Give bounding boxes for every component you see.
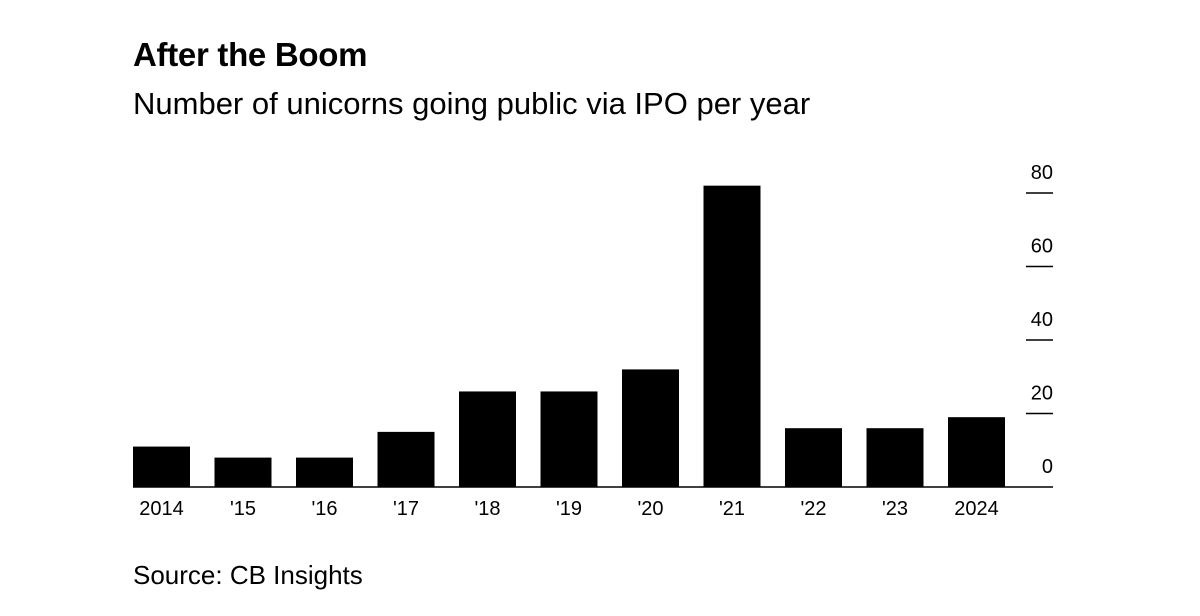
x-tick-label: '17 [393,498,419,520]
bar-4 [459,391,516,487]
x-tick-label: '15 [230,498,256,520]
bar-7 [703,185,761,487]
x-tick-label: 2024 [954,498,999,520]
chart-title: After the Boom [133,36,368,73]
y-tick-label: 0 [1042,456,1053,478]
x-tick-label: '19 [556,498,582,520]
x-tick-label: '20 [637,498,663,520]
bar-9 [866,428,924,487]
x-tick-label: '16 [311,498,337,520]
bar-10 [948,417,1005,487]
y-tick-label: 40 [1031,309,1053,331]
chart-subtitle: Number of unicorns going public via IPO … [133,86,811,121]
bar-6 [622,369,679,487]
bar-8 [785,428,842,487]
y-tick-label: 80 [1031,162,1053,184]
source-note: Source: CB Insights [133,560,363,590]
x-tick-label: '18 [474,498,500,520]
y-tick-label: 60 [1031,236,1053,258]
bar-2 [296,457,353,487]
x-tick-label: 2014 [139,498,184,520]
y-tick-label: 20 [1031,383,1053,405]
x-tick-label: '22 [800,498,826,520]
x-tick-label: '23 [882,498,908,520]
bar-1 [214,457,272,487]
bar-5 [540,391,598,487]
bar-0 [133,446,190,487]
bar-3 [377,431,435,487]
y-axis: 0 20 40 60 80 [1026,162,1053,478]
x-tick-labels: 2014 '15 '16 '17 '18 '19 '20 '21 '22 '23 2024 [139,498,999,520]
bars-group [133,185,1005,487]
x-tick-label: '21 [719,498,745,520]
